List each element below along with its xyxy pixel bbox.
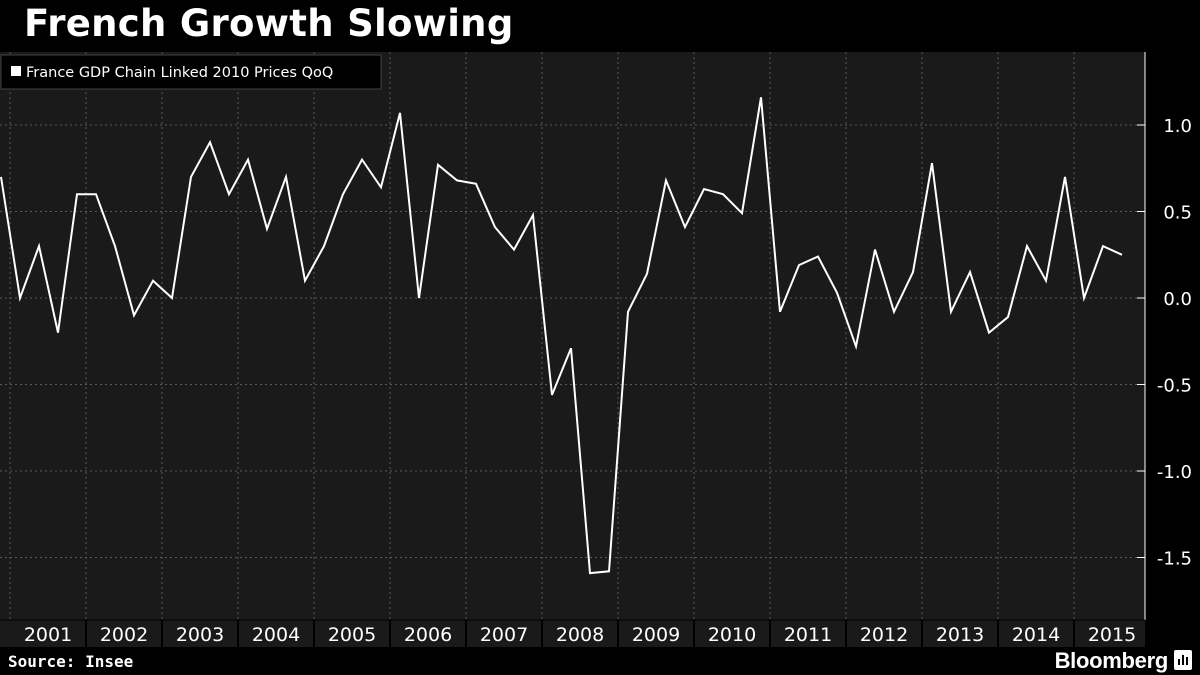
y-tick-label: 1.0 [1163,116,1192,137]
x-tick-label: 2013 [936,624,984,646]
plot-area [0,52,1145,620]
grid-lines [0,52,1145,620]
y-tick-label: -1.5 [1157,549,1192,570]
y-tick-label: 0.5 [1163,203,1192,224]
series-line-france-gdp [0,97,1123,575]
x-tick-label: 2011 [784,624,832,646]
x-tick-label: 2015 [1088,624,1136,646]
source-note: Source: Insee [8,652,134,671]
x-tick-label: 2004 [252,624,300,646]
x-tick-label: 2008 [556,624,604,646]
x-tick-label: 2002 [100,624,148,646]
y-tick-label: 0.0 [1163,289,1192,310]
chart-title: French Growth Slowing [24,2,514,45]
legend-swatch [11,66,21,76]
x-tick-label: 2014 [1012,624,1060,646]
bloomberg-chart-icon [1174,650,1192,670]
x-tick-label: 2003 [176,624,224,646]
x-axis-band [0,620,1145,647]
x-tick-label: 2007 [480,624,528,646]
legend-box [0,54,382,90]
x-tick-label: 2009 [632,624,680,646]
x-tick-label: 2006 [404,624,452,646]
bloomberg-logo: Bloomberg [1054,648,1169,673]
x-tick-label: 2010 [708,624,756,646]
x-tick-label: 2001 [24,624,72,646]
y-tick-label: -1.0 [1157,462,1192,483]
legend-label: France GDP Chain Linked 2010 Prices QoQ [26,65,333,81]
x-tick-label: 2005 [328,624,376,646]
x-tick-label: 2012 [860,624,908,646]
axes: 1.0 0.5 0.0 -0.5 -1.0 -1.5 2001 2002 2003 2004 200… [0,52,1192,647]
y-tick-label: -0.5 [1157,376,1192,397]
legend: France GDP Chain Linked 2010 Prices QoQ [0,54,382,90]
series-layer [0,97,1123,575]
